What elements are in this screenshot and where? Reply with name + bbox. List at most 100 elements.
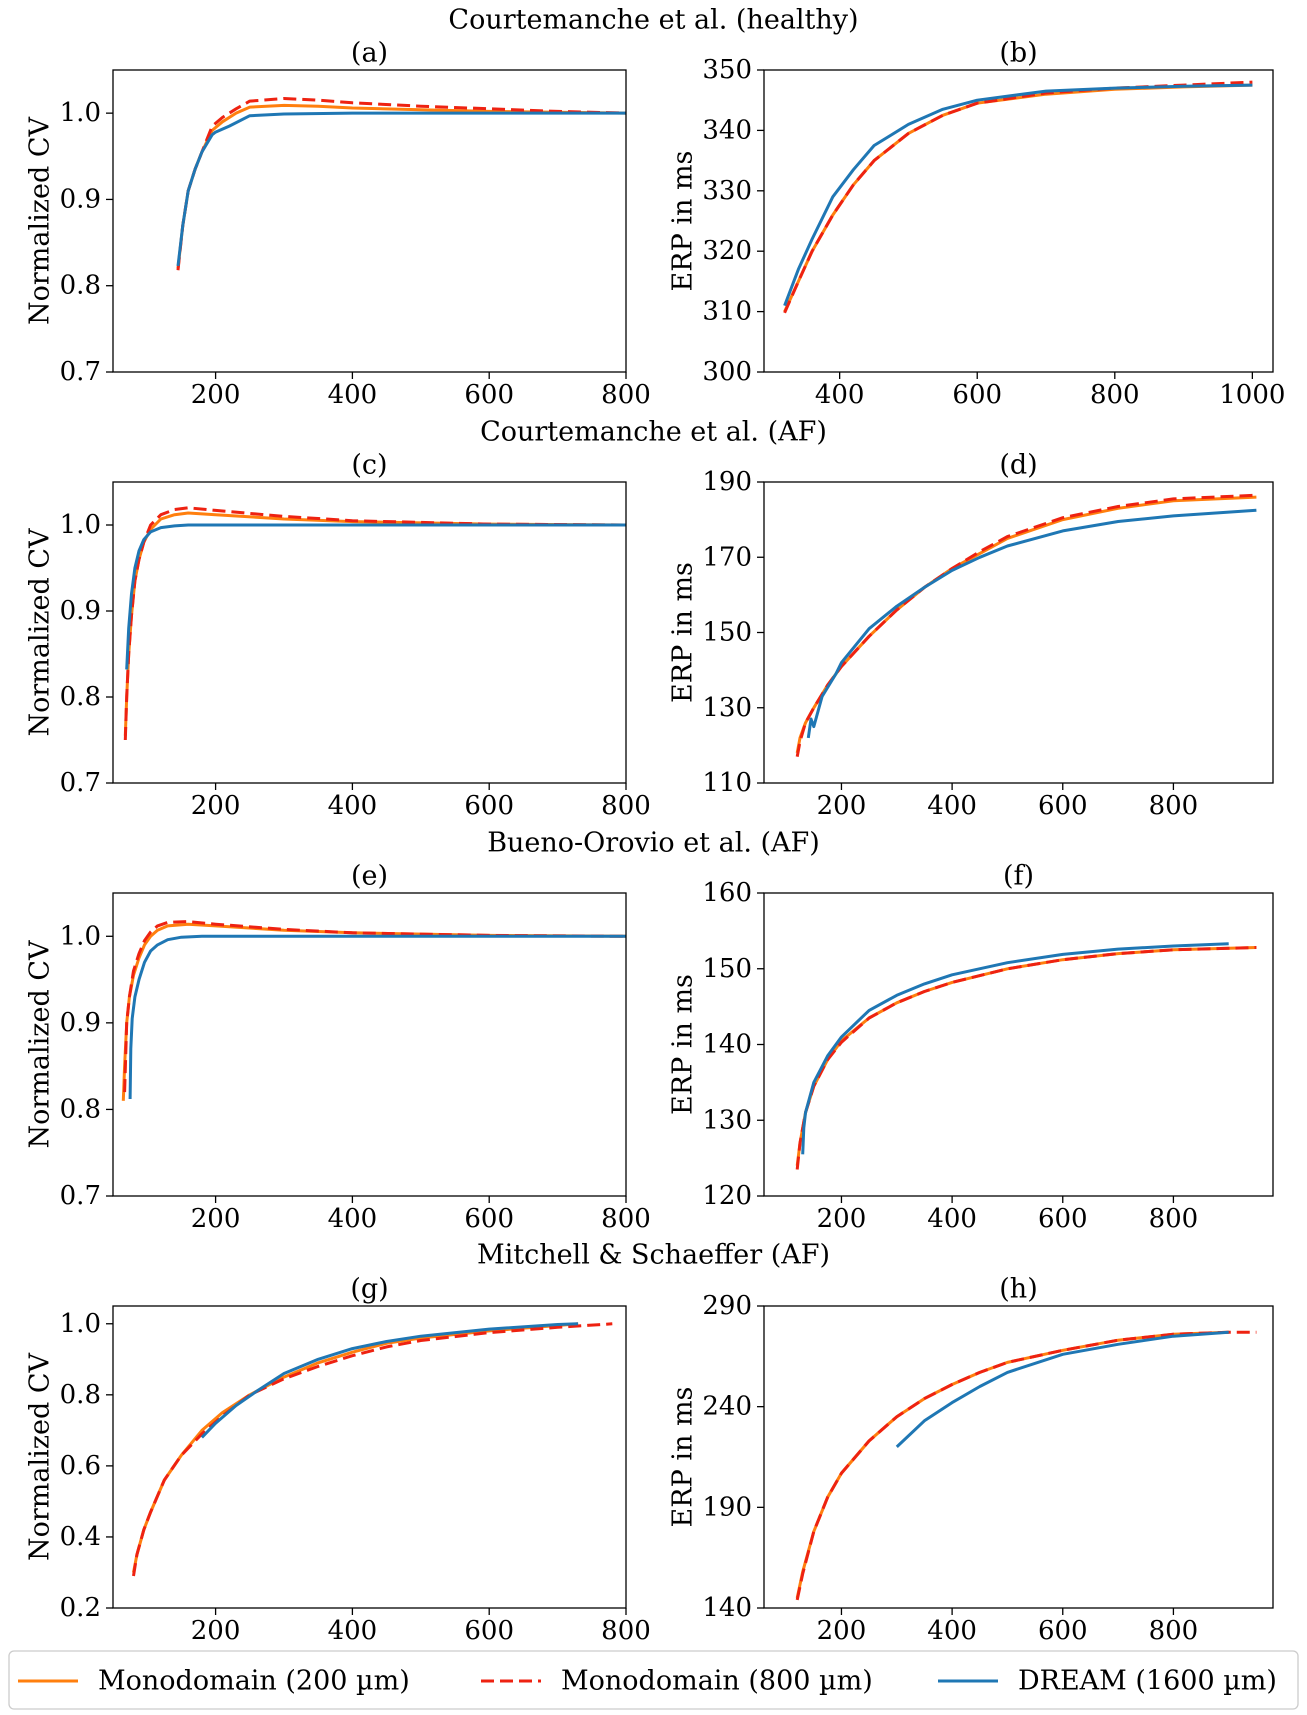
y-tick-label: 1.0 (60, 921, 101, 951)
panel-b: (b) 400 600 800 1000 300 310 320 330 340 350 ERP in… (668, 38, 1286, 411)
panel-d: (d) 200 400 600 800 110 130 150 170 190 ERP in ms (668, 450, 1274, 821)
y-axis-label: ERP in ms (668, 562, 699, 703)
series-line-monodomain-200 (795, 495, 1257, 754)
series-line-dream-1600 (176, 111, 626, 267)
y-tick-label: 340 (702, 115, 752, 145)
y-tick-label: 1.0 (60, 98, 101, 128)
x-tick-label: 800 (1149, 1616, 1199, 1646)
axes-frame (763, 1305, 1274, 1609)
x-tick-label: 600 (1038, 791, 1088, 821)
panel-title: (g) (350, 1274, 388, 1305)
series-line-monodomain-800 (123, 920, 626, 1093)
axes-frame (763, 69, 1274, 373)
series-line-monodomain-800 (783, 80, 1253, 314)
x-tick-label: 600 (464, 791, 514, 821)
y-tick-label: 130 (702, 693, 752, 723)
y-tick-label: 0.8 (60, 1380, 101, 1410)
y-tick-label: 0.7 (60, 768, 101, 798)
y-tick-label: 0.6 (60, 1451, 101, 1481)
y-tick-label: 0.8 (60, 1094, 101, 1124)
series-line-monodomain-800 (132, 1322, 613, 1577)
series-line-monodomain-200 (176, 103, 626, 269)
series-line-monodomain-800 (795, 493, 1257, 757)
axes-frame (763, 481, 1274, 784)
series-line-dream-1600 (806, 508, 1257, 739)
series-line-monodomain-800 (795, 946, 1257, 1170)
series-line-dream-1600 (128, 934, 626, 1100)
series-line-dream-1600 (200, 1322, 579, 1439)
axes-frame (112, 481, 627, 784)
series-line-dream-1600 (801, 942, 1229, 1155)
x-tick-label: 200 (191, 791, 241, 821)
y-tick-label: 190 (702, 467, 752, 497)
y-axis-label: Normalized CV (25, 528, 56, 736)
axes-frame (112, 892, 627, 1197)
x-tick-label: 800 (601, 380, 651, 410)
series-line-monodomain-200 (795, 946, 1257, 1166)
panel-title: (e) (351, 861, 388, 892)
y-axis-label: ERP in ms (668, 974, 699, 1115)
legend-label: Monodomain (800 µm) (561, 1666, 873, 1697)
x-tick-label: 800 (601, 791, 651, 821)
panel-title: (d) (999, 450, 1037, 481)
x-tick-label: 400 (328, 1204, 378, 1234)
x-tick-label: 200 (191, 1204, 241, 1234)
x-tick-label: 600 (1038, 1204, 1088, 1234)
y-tick-label: 240 (702, 1392, 752, 1422)
panel-title: (c) (351, 450, 387, 481)
x-tick-label: 400 (328, 1616, 378, 1646)
panel-title: (f) (1003, 861, 1034, 892)
y-axis-label: ERP in ms (668, 151, 699, 292)
y-tick-label: 0.7 (60, 1181, 101, 1211)
y-tick-label: 1.0 (60, 510, 101, 540)
y-axis-label: ERP in ms (668, 1387, 699, 1528)
x-tick-label: 400 (927, 791, 977, 821)
series-line-monodomain-200 (783, 83, 1253, 313)
x-tick-label: 800 (1090, 380, 1140, 410)
section-title: Mitchell & Schaeffer (AF) (477, 1240, 830, 1271)
x-tick-label: 800 (1149, 791, 1199, 821)
y-tick-label: 310 (702, 297, 752, 327)
y-tick-label: 330 (702, 176, 752, 206)
y-tick-label: 150 (702, 618, 752, 648)
x-tick-label: 400 (927, 1616, 977, 1646)
y-tick-label: 0.9 (60, 596, 101, 626)
series-line-monodomain-200 (132, 1322, 579, 1573)
series-line-dream-1600 (125, 523, 626, 670)
y-tick-label: 0.2 (60, 1593, 101, 1623)
x-tick-label: 800 (1149, 1204, 1199, 1234)
x-tick-label: 400 (927, 1204, 977, 1234)
y-tick-label: 190 (702, 1492, 752, 1522)
section-title: Bueno-Orovio et al. (AF) (487, 828, 820, 859)
legend-box (8, 1650, 1299, 1710)
panel-title: (h) (999, 1274, 1037, 1305)
x-tick-label: 800 (601, 1204, 651, 1234)
y-axis-label: Normalized CV (25, 1353, 56, 1561)
y-tick-label: 110 (702, 768, 752, 798)
x-tick-label: 200 (817, 1616, 867, 1646)
legend: Monodomain (200 µm) Monodomain (800 µm) DR… (8, 1650, 1299, 1710)
legend-label: DREAM (1600 µm) (1018, 1666, 1277, 1697)
y-tick-label: 320 (702, 236, 752, 266)
y-tick-label: 0.4 (60, 1522, 101, 1552)
y-tick-label: 130 (702, 1105, 752, 1135)
y-axis-label: Normalized CV (25, 117, 56, 325)
panel-f: (f) 200 400 600 800 120 130 140 150 160 ERP in ms (668, 861, 1274, 1234)
x-tick-label: 200 (817, 791, 867, 821)
panel-e: Bueno-Orovio et al. (AF) (e) 200 400 600 800 0… (25, 828, 820, 1235)
panel-title: (a) (351, 38, 388, 69)
x-tick-label: 600 (464, 1616, 514, 1646)
panel-c: Courtemanche et al. (AF) (c) 200 400 600 800 0… (25, 417, 827, 822)
x-tick-label: 200 (191, 380, 241, 410)
x-tick-label: 1000 (1219, 380, 1285, 410)
legend-label: Monodomain (200 µm) (98, 1666, 410, 1697)
x-tick-label: 800 (601, 1616, 651, 1646)
section-title: Courtemanche et al. (healthy) (448, 5, 858, 36)
axes-frame (112, 1305, 627, 1609)
panel-title: (b) (999, 38, 1037, 69)
y-tick-label: 170 (702, 542, 752, 572)
series-line-monodomain-800 (123, 506, 626, 741)
y-tick-label: 0.8 (60, 271, 101, 301)
